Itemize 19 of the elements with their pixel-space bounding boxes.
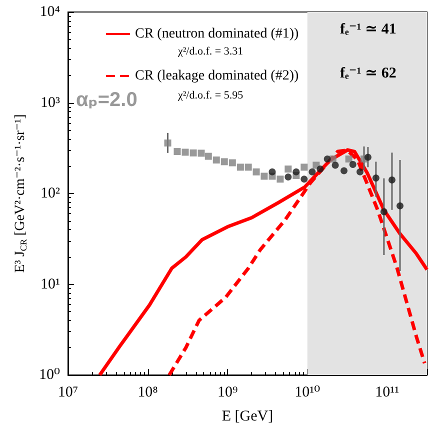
x-tick-label: 10¹⁰ — [294, 384, 320, 400]
annotation: χ²/d.o.f. = 3.31 — [177, 46, 244, 58]
y-tick-label: 10⁰ — [38, 367, 60, 383]
annotation: αₚ=2.0 — [76, 89, 138, 111]
x-tick-label: 10¹¹ — [375, 384, 400, 400]
y-tick-label: 10¹ — [40, 276, 60, 292]
annotation: χ²/d.o.f. = 5.95 — [177, 90, 244, 102]
y-tick-label: 10³ — [40, 94, 60, 111]
y-axis-title: E³ JCR [GeV²·cm⁻²·s⁻¹·sr⁻¹] — [13, 114, 28, 273]
y-tick-label: 10⁴ — [40, 4, 60, 20]
legend-label: CR (leakage dominated (#2)) — [135, 68, 300, 84]
annotation: fₑ⁻¹ ≃ 41 — [340, 22, 396, 38]
y-tick-label: 10² — [40, 186, 60, 202]
x-axis-title: E [GeV] — [222, 408, 274, 424]
legend-label: CR (neutron dominated (#1)) — [135, 26, 300, 42]
x-tick-label: 10⁹ — [217, 384, 238, 400]
annotation: fₑ⁻¹ ≃ 62 — [340, 66, 396, 82]
x-tick-label: 10⁷ — [58, 384, 78, 400]
x-tick-label: 10⁸ — [138, 384, 158, 400]
